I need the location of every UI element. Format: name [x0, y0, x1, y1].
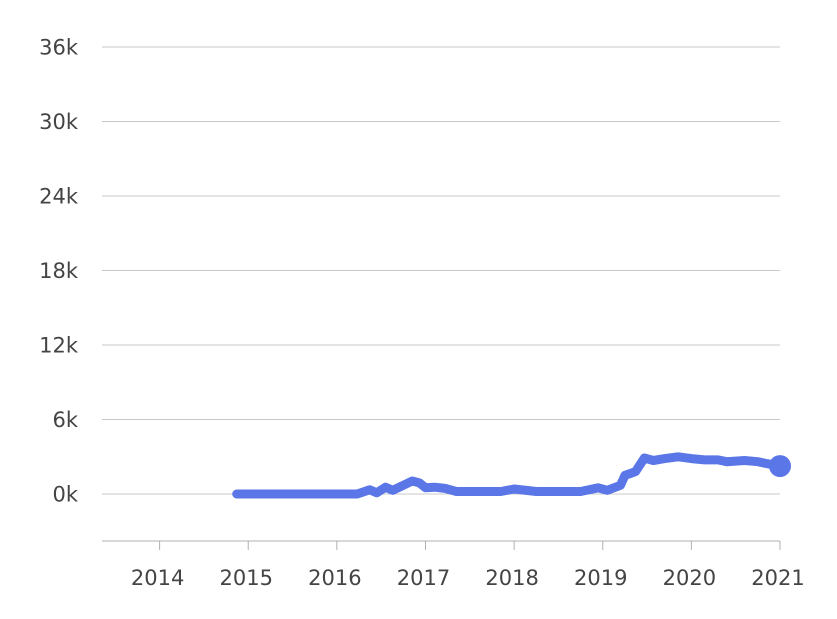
- y-tick-label: 36k: [39, 36, 79, 60]
- x-tick-label: 2015: [220, 566, 273, 590]
- x-tick-label: 2017: [397, 566, 450, 590]
- series-line-0: [232, 452, 785, 499]
- series-layer: [232, 452, 791, 499]
- y-axis-labels: 0k 6k 12k 18k 24k 30k 36k: [39, 36, 79, 507]
- x-tick-label: 2019: [574, 566, 627, 590]
- y-tick-label: 30k: [39, 110, 79, 134]
- series-end-point[interactable]: [769, 455, 791, 478]
- x-tick-label: 2016: [308, 566, 361, 590]
- x-axis-labels: 2014 2015 2016 2017 2018 2019 2020 2021: [131, 566, 805, 590]
- x-tick-label: 2018: [485, 566, 538, 590]
- x-tick-label: 2014: [131, 566, 184, 590]
- x-tick-label: 2020: [663, 566, 716, 590]
- y-tick-label: 0k: [52, 483, 78, 507]
- y-tick-label: 6k: [52, 408, 78, 432]
- x-axis: [102, 540, 781, 550]
- y-tick-label: 12k: [39, 334, 79, 358]
- gridlines: [102, 46, 780, 495]
- y-tick-label: 24k: [39, 185, 79, 209]
- y-tick-label: 18k: [39, 259, 79, 283]
- x-tick-label: 2021: [751, 566, 804, 590]
